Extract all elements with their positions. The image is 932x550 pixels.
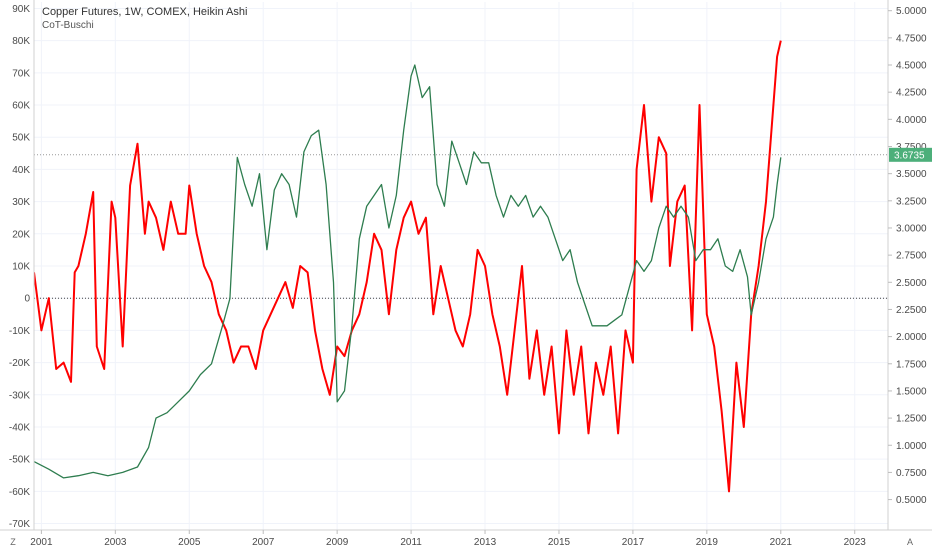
left-axis-tick-label: 30K [12,197,30,208]
right-axis-tick-label: 4.2500 [896,88,927,99]
right-axis-tick-label: 1.7500 [896,359,927,370]
indicator-name: CoT-Buschi [42,20,94,31]
current-price-label-text: 3.6735 [894,150,925,161]
x-axis-tick-label: 2001 [30,537,53,548]
x-axis-tick-label: 2017 [622,537,645,548]
left-axis-tick-label: -20K [9,358,30,369]
left-axis-tick-label: 70K [12,68,30,79]
right-axis-tick-label: 4.5000 [896,61,927,72]
left-axis-tick-label: -50K [9,455,30,466]
left-axis-tick-label: -40K [9,422,30,433]
right-axis-tick-label: 3.0000 [896,223,927,234]
x-axis-tick-label: 2013 [474,537,497,548]
left-axis-tick-label: -10K [9,326,30,337]
series-layer [33,40,782,493]
left-axis-panel [0,0,34,530]
left-axis-tick-label: -60K [9,487,30,498]
x-axis-ticks: 2001 2003 2005 2007 2009 2011 2013 2015 2017 2019… [30,530,866,548]
right-axis-tick-label: 3.7500 [896,142,927,153]
left-axis-tick-label: 80K [12,36,30,47]
left-axis-tick-label: 0 [24,294,30,305]
left-axis-ticks: 90K 80K 70K 60K 50K 40K 30K 20K 10K 0 -10K -20K -30K… [9,4,31,530]
timezone-button[interactable]: Z [10,537,16,547]
right-axis-tick-label: 2.0000 [896,332,927,343]
right-axis-tick-label: 2.2500 [896,305,927,316]
right-axis-tick-label: 2.7500 [896,251,927,262]
left-axis-tick-label: -70K [9,519,30,530]
right-axis-tick-label: 5.0000 [896,6,927,17]
right-axis-tick-label: 3.5000 [896,169,927,180]
left-axis-tick-label: 90K [12,4,30,15]
x-axis-tick-label: 2019 [696,537,719,548]
chart-title: Copper Futures, 1W, COMEX, Heikin Ashi [42,6,247,18]
left-axis-tick-label: 10K [12,262,30,273]
x-axis-tick-label: 2009 [326,537,349,548]
series-line-cot [33,40,782,493]
right-axis-panel [888,0,932,530]
x-axis-tick-label: 2011 [400,537,422,548]
left-axis-tick-label: 20K [12,229,30,240]
right-axis-tick-label: 0.5000 [896,495,927,506]
right-axis-tick-label: 1.0000 [896,441,927,452]
x-axis-tick-label: 2021 [770,537,793,548]
left-axis-tick-label: 40K [12,165,30,176]
right-axis-tick-label: 4.7500 [896,33,927,44]
x-axis-tick-label: 2003 [104,537,127,548]
grid [34,2,888,530]
x-axis-tick-label: 2023 [844,537,867,548]
right-axis-ticks: 5.0000 4.7500 4.5000 4.2500 4.0000 3.7500 3.50… [888,6,927,506]
left-axis-tick-label: 50K [12,133,30,144]
x-axis-tick-label: 2007 [252,537,275,548]
left-axis-tick-label: -30K [9,390,30,401]
current-price-label-bg [889,147,932,162]
right-axis-tick-label: 0.7500 [896,468,927,479]
current-price-label: 3.6735 [889,147,932,162]
right-axis-tick-label: 2.5000 [896,278,927,289]
auto-scale-button[interactable]: A [907,537,913,547]
right-axis-tick-label: 1.2500 [896,414,927,425]
left-axis-tick-label: 60K [12,101,30,112]
right-axis-tick-label: 3.2500 [896,196,927,207]
right-axis-tick-label: 1.5000 [896,386,927,397]
x-axis-tick-label: 2015 [548,537,571,548]
series-line-copper [33,64,782,479]
right-axis-tick-label: 4.0000 [896,115,927,126]
x-axis-tick-label: 2005 [178,537,201,548]
